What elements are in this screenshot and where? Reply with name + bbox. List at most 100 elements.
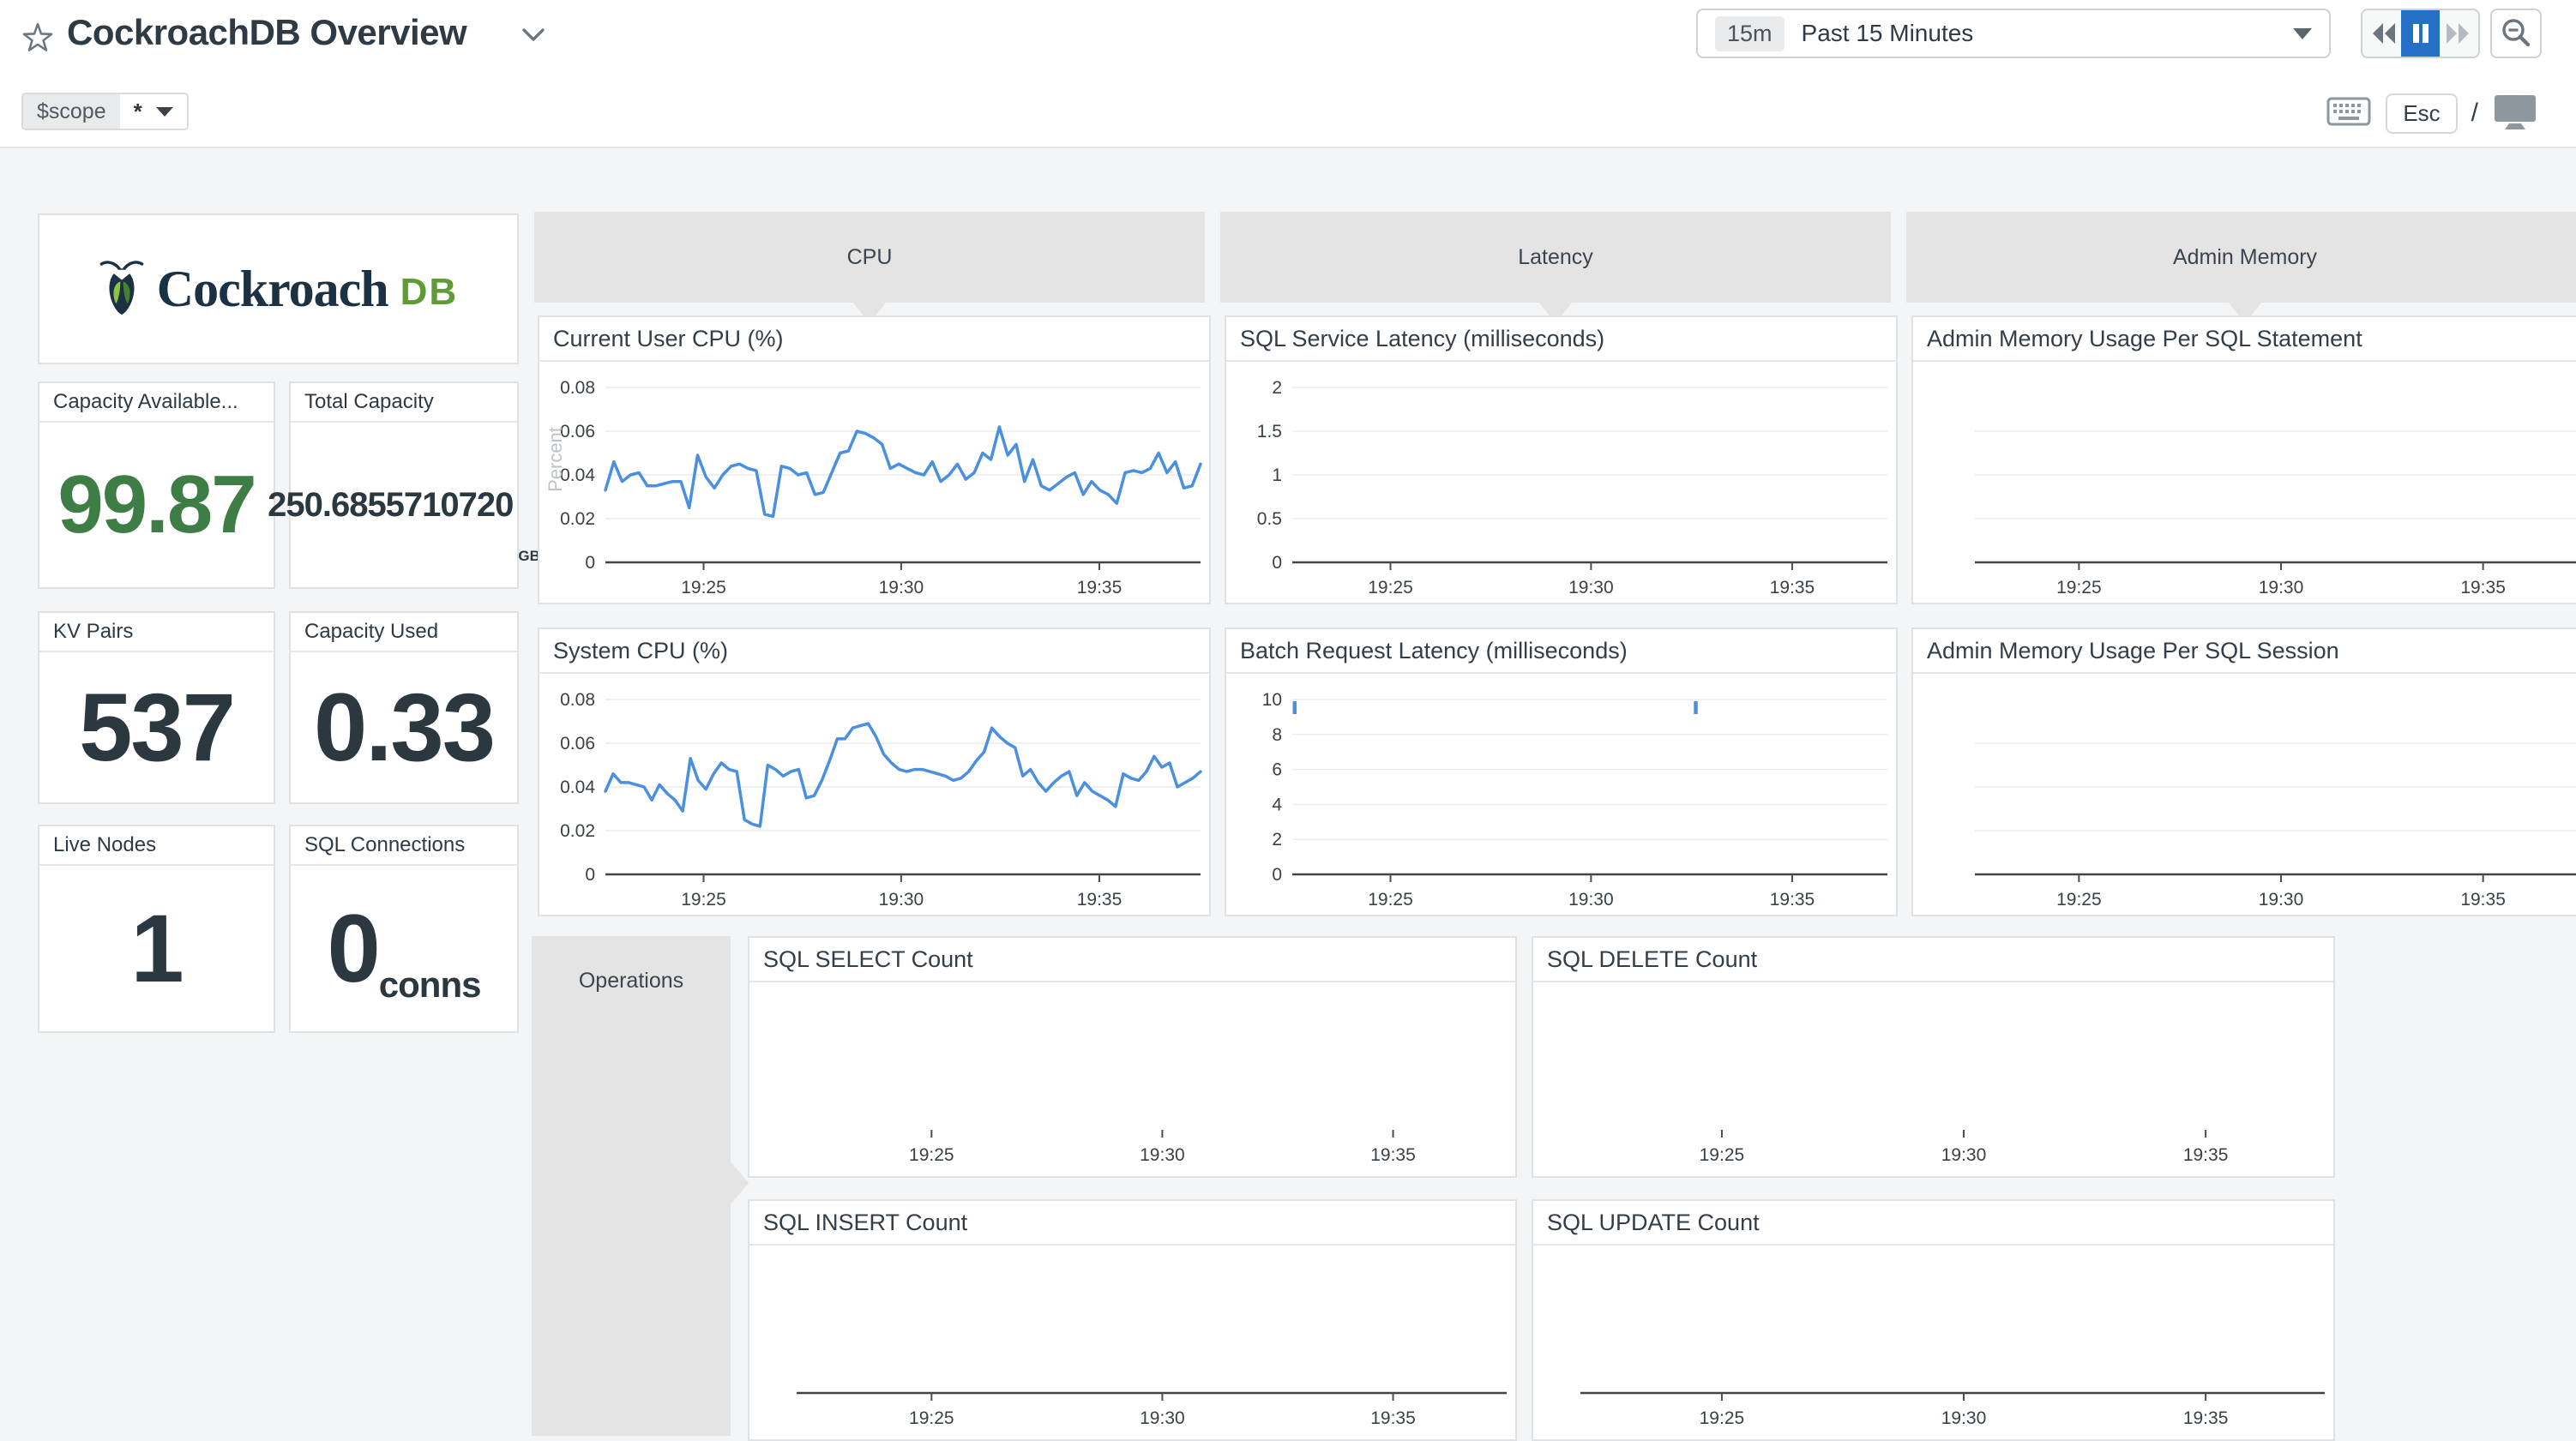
- stat-sql-connections[interactable]: SQL Connections 0 conns: [289, 825, 519, 1033]
- svg-text:6: 6: [1272, 760, 1282, 780]
- chart-admin-memory-per-sql-statement[interactable]: Admin Memory Usage Per SQL Statement 19:…: [1911, 315, 2576, 604]
- time-range-label: Past 15 Minutes: [1801, 20, 1974, 46]
- group-header-latency[interactable]: Latency: [1220, 212, 1891, 323]
- cockroachdb-logo-card[interactable]: Cockroach DB: [38, 213, 519, 364]
- keyboard-icon[interactable]: [2326, 95, 2372, 132]
- svg-text:19:30: 19:30: [1568, 890, 1614, 910]
- chart-plot-area[interactable]: 0 0.02 0.04 0.06 0.08 19:25 19:30 19:35: [539, 674, 1209, 915]
- svg-text:2: 2: [1272, 830, 1282, 850]
- svg-text:19:30: 19:30: [1568, 578, 1614, 597]
- star-favorite-icon[interactable]: [21, 22, 54, 55]
- caret-down-icon: [2293, 27, 2312, 39]
- stat-value: 0.33: [314, 674, 496, 781]
- chart-system-cpu[interactable]: System CPU (%) 0 0.02 0.04 0.06 0.08 19:25 19:…: [538, 627, 1211, 916]
- logo-brand-text: Cockroach: [156, 260, 389, 317]
- svg-text:19:30: 19:30: [2259, 578, 2304, 597]
- group-label: CPU: [846, 244, 893, 269]
- time-range-picker[interactable]: 15m Past 15 Minutes: [1696, 9, 2331, 58]
- svg-text:4: 4: [1272, 795, 1282, 814]
- svg-text:19:30: 19:30: [1140, 1145, 1185, 1165]
- stat-capacity-available[interactable]: Capacity Available... 99.87: [38, 381, 275, 589]
- svg-text:19:35: 19:35: [1770, 578, 1815, 597]
- svg-text:1: 1: [1272, 465, 1282, 485]
- tv-mode-icon[interactable]: [2492, 93, 2538, 135]
- chart-title: Admin Memory Usage Per SQL Session: [1913, 629, 2576, 674]
- chart-plot-area[interactable]: 19:25 19:30 19:35: [749, 982, 1515, 1176]
- timeline-controls: [2361, 9, 2480, 58]
- svg-text:10: 10: [1262, 690, 1282, 710]
- stat-capacity-used[interactable]: Capacity Used 0.33: [289, 611, 519, 804]
- chart-plot-area[interactable]: 19:25 19:30 19:35: [1533, 982, 2333, 1176]
- stat-unit: GB: [518, 548, 540, 564]
- svg-text:2: 2: [1272, 378, 1282, 398]
- chart-plot-area[interactable]: 0 0.02 0.04 0.06 0.08 19:25 19:30 19:35: [539, 362, 1209, 603]
- chart-title: SQL Service Latency (milliseconds): [1226, 317, 1896, 362]
- chart-admin-memory-per-sql-session[interactable]: Admin Memory Usage Per SQL Session 19:25…: [1911, 627, 2576, 916]
- y-axis-label: Percent: [545, 427, 566, 493]
- chart-sql-delete-count[interactable]: SQL DELETE Count 19:25 19:30 19:35: [1532, 936, 2335, 1178]
- cockroach-bug-icon: [99, 256, 145, 322]
- rewind-button[interactable]: [2362, 10, 2401, 57]
- scope-value-text: *: [133, 98, 142, 124]
- chart-title: SQL SELECT Count: [749, 938, 1515, 982]
- svg-text:19:30: 19:30: [1941, 1408, 1987, 1428]
- chart-title: System CPU (%): [539, 629, 1209, 674]
- stat-live-nodes[interactable]: Live Nodes 1: [38, 825, 275, 1033]
- chart-sql-select-count[interactable]: SQL SELECT Count 19:25 19:30 19:35: [748, 936, 1517, 1178]
- svg-text:19:35: 19:35: [1770, 890, 1815, 910]
- svg-text:0.08: 0.08: [560, 378, 595, 398]
- slash-separator: /: [2471, 99, 2478, 127]
- stat-label: SQL Connections: [291, 826, 517, 866]
- chart-plot-area[interactable]: 0 2 4 6 8 10 19:25 19:30 19:35: [1226, 674, 1896, 915]
- svg-text:19:25: 19:25: [2056, 578, 2102, 597]
- stat-value: 537: [79, 674, 236, 781]
- stat-label: KV Pairs: [39, 613, 274, 652]
- chart-batch-request-latency[interactable]: Batch Request Latency (milliseconds) 0 2 4…: [1225, 627, 1898, 916]
- scope-template-variable[interactable]: $scope *: [21, 93, 189, 130]
- esc-key-button[interactable]: Esc: [2386, 93, 2458, 134]
- scope-variable-name: $scope: [23, 94, 120, 129]
- chart-sql-update-count[interactable]: SQL UPDATE Count 19:25 19:30 19:35: [1532, 1199, 2335, 1441]
- chart-title: Batch Request Latency (milliseconds): [1226, 629, 1896, 674]
- svg-text:1.5: 1.5: [1257, 422, 1282, 441]
- chart-current-user-cpu[interactable]: Current User CPU (%) 0 0.02 0.04 0.06 0.08 19…: [538, 315, 1211, 604]
- chart-plot-area[interactable]: 19:25 19:30 19:35: [1913, 674, 2576, 915]
- chart-plot-area[interactable]: 0 0.5 1 1.5 2 19:25 19:30 19:35: [1226, 362, 1896, 603]
- fast-forward-button[interactable]: [2440, 10, 2478, 57]
- zoom-out-button[interactable]: [2490, 9, 2542, 58]
- group-header-cpu[interactable]: CPU: [534, 212, 1205, 323]
- stat-total-capacity[interactable]: Total Capacity 250.6855710720 GB: [268, 381, 540, 589]
- svg-text:0.06: 0.06: [560, 422, 595, 441]
- svg-text:19:25: 19:25: [681, 890, 726, 910]
- svg-text:19:25: 19:25: [1368, 578, 1413, 597]
- svg-text:0: 0: [585, 553, 595, 573]
- pause-button[interactable]: [2401, 10, 2440, 57]
- chart-plot-area[interactable]: 19:25 19:30 19:35: [1533, 1246, 2333, 1439]
- svg-text:19:35: 19:35: [1370, 1145, 1416, 1165]
- scope-variable-value[interactable]: *: [119, 94, 187, 129]
- svg-text:19:25: 19:25: [1368, 890, 1413, 910]
- svg-text:19:35: 19:35: [1077, 890, 1122, 910]
- svg-text:19:35: 19:35: [1077, 578, 1122, 597]
- stat-label: Capacity Available...: [39, 383, 274, 423]
- svg-text:19:25: 19:25: [1700, 1145, 1745, 1165]
- chart-sql-insert-count[interactable]: SQL INSERT Count 19:25 19:30 19:35: [748, 1199, 1517, 1441]
- chart-plot-area[interactable]: 19:25 19:30 19:35: [1913, 362, 2576, 603]
- stat-value: 0: [327, 895, 381, 1002]
- chart-sql-service-latency[interactable]: SQL Service Latency (milliseconds) 0 0.5 1…: [1225, 315, 1898, 604]
- chevron-down-icon[interactable]: [521, 27, 545, 45]
- chart-title: Current User CPU (%): [539, 317, 1209, 362]
- group-header-operations[interactable]: Operations: [532, 936, 749, 1436]
- stat-unit: conns: [378, 964, 482, 1005]
- stat-kv-pairs[interactable]: KV Pairs 537: [38, 611, 275, 804]
- svg-text:19:35: 19:35: [2183, 1145, 2229, 1165]
- chart-plot-area[interactable]: 19:25 19:30 19:35: [749, 1246, 1515, 1439]
- svg-text:19:25: 19:25: [909, 1408, 954, 1428]
- svg-text:19:25: 19:25: [681, 578, 726, 597]
- stat-label: Total Capacity: [291, 383, 517, 423]
- group-header-admin-memory[interactable]: Admin Memory: [1906, 212, 2576, 323]
- stat-value: 1: [130, 895, 184, 1002]
- group-label: Latency: [1518, 244, 1593, 269]
- stat-label: Capacity Used: [291, 613, 517, 652]
